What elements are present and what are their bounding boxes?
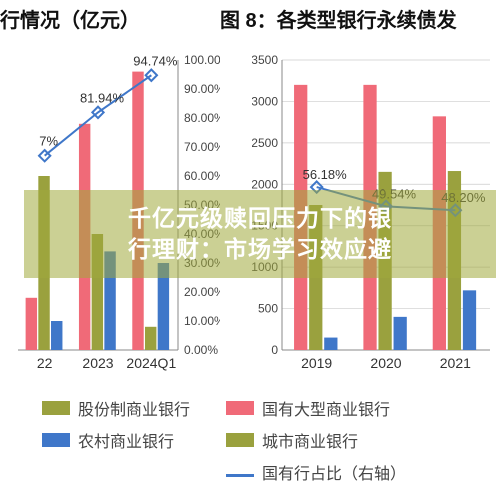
legend-label: 农村商业银行 [78, 428, 174, 452]
svg-text:500: 500 [258, 302, 278, 316]
svg-text:2020: 2020 [370, 355, 401, 371]
svg-text:2023: 2023 [82, 355, 113, 371]
titles-row: 行情况（亿元） 图 8：各类型银行永续债发 [0, 4, 500, 33]
legend-swatch [226, 474, 254, 477]
svg-text:10.00%: 10.00% [184, 314, 220, 328]
legend-label: 国有大型商业银行 [262, 396, 390, 420]
right-chart-title: 图 8：各类型银行永续债发 [220, 4, 500, 33]
svg-text:22: 22 [37, 355, 53, 371]
svg-text:0: 0 [271, 343, 278, 357]
svg-text:20.00%: 20.00% [184, 285, 220, 299]
svg-text:90.00%: 90.00% [184, 82, 220, 96]
svg-text:70.00%: 70.00% [184, 140, 220, 154]
legend-swatch [42, 401, 70, 415]
left-legend: 股份制商业银行农村商业银行 [0, 392, 220, 472]
legend-label: 城市商业银行 [262, 428, 358, 452]
svg-text:60.00%: 60.00% [184, 169, 220, 183]
svg-text:94.74%: 94.74% [133, 53, 178, 68]
svg-text:2500: 2500 [252, 136, 278, 150]
overlay-line2: 行理财：市场学习效应避 [128, 234, 392, 265]
legend-item: 国有行占比（右轴） [226, 460, 500, 484]
svg-text:7%: 7% [39, 134, 58, 149]
legend-label: 股份制商业银行 [78, 396, 190, 420]
svg-text:80.00%: 80.00% [184, 111, 220, 125]
svg-text:3500: 3500 [252, 53, 278, 67]
svg-text:2024Q1: 2024Q1 [126, 355, 176, 371]
svg-text:100.00%: 100.00% [184, 53, 220, 67]
left-chart-title: 行情况（亿元） [0, 4, 220, 33]
svg-text:3000: 3000 [252, 94, 278, 108]
svg-text:56.18%: 56.18% [303, 167, 348, 182]
overlay-caption: 千亿元级赎回压力下的银 行理财：市场学习效应避 [24, 190, 496, 278]
svg-text:2019: 2019 [301, 355, 332, 371]
legend-item: 城市商业银行 [226, 428, 500, 452]
legend-swatch [42, 433, 70, 447]
figure-container: { "titles": { "left": "行情况（亿元）", "right"… [0, 0, 500, 500]
legend-item: 农村商业银行 [42, 428, 220, 452]
legend-swatch [226, 401, 254, 415]
legend-label: 国有行占比（右轴） [262, 460, 406, 484]
legend-row: 股份制商业银行农村商业银行 国有大型商业银行城市商业银行国有行占比（右轴） [0, 392, 500, 472]
legend-swatch [226, 433, 254, 447]
legend-item: 股份制商业银行 [42, 396, 220, 420]
right-legend: 国有大型商业银行城市商业银行国有行占比（右轴） [226, 392, 500, 472]
overlay-line1: 千亿元级赎回压力下的银 [128, 203, 392, 234]
legend-item: 国有大型商业银行 [226, 396, 500, 420]
svg-text:2021: 2021 [440, 355, 471, 371]
svg-text:0.00%: 0.00% [184, 343, 218, 357]
svg-text:81.94%: 81.94% [80, 90, 125, 105]
